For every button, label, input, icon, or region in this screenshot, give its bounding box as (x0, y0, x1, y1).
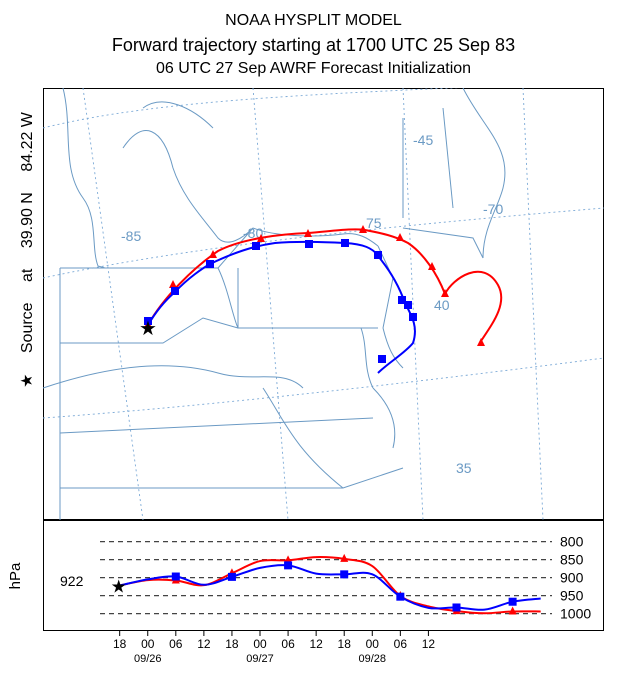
vprof-blue-marker (171, 572, 180, 581)
vprof-level-label: 950 (560, 588, 584, 604)
title-line-2: Forward trajectory starting at 1700 UTC … (111, 35, 516, 55)
title-line-3: 06 UTC 27 Sep AWRF Forecast Initializati… (155, 60, 472, 77)
vprof-time-label: 06 (281, 637, 295, 651)
blue-marker (341, 239, 349, 247)
lon-label-85: -85 (121, 228, 141, 244)
lat-label-40: 40 (434, 297, 450, 313)
vprof-time-label: 18 (338, 637, 352, 651)
red-marker (396, 233, 404, 241)
lon-label-45: -45 (413, 132, 433, 148)
vprof-series-line (119, 564, 541, 611)
lat-label-35: 35 (456, 460, 472, 476)
red-marker (359, 225, 367, 233)
trajectory-map: -85 -80 75 -70 -45 40 35 (43, 88, 604, 520)
vprof-date-label: 09/27 (246, 653, 274, 665)
vprof-level-label: 850 (560, 552, 584, 568)
vprof-red-marker (508, 606, 517, 615)
vprof-blue-marker (340, 570, 349, 579)
blue-marker (206, 260, 214, 268)
red-trajectory-line (147, 228, 503, 342)
state-boundaries (43, 88, 506, 520)
blue-marker (378, 355, 386, 363)
vprof-time-label: 00 (253, 637, 267, 651)
lon-label-80: -80 (243, 225, 263, 241)
source-star-icon: ★ (19, 373, 36, 388)
vprof-series-line (119, 556, 541, 615)
red-marker (441, 289, 449, 297)
vprof-blue-marker (227, 572, 236, 581)
source-lon: 84.22 W (19, 112, 36, 172)
vprof-time-label: 12 (422, 637, 436, 651)
vprof-level-label: 1000 (560, 606, 591, 622)
vprof-date-label: 09/28 (359, 653, 387, 665)
source-star-marker: ★ (139, 318, 157, 340)
source-at-label: at (19, 268, 36, 282)
blue-marker (171, 287, 179, 295)
vprof-start-level: 922 (60, 573, 84, 589)
vprof-time-label: 18 (225, 637, 239, 651)
red-marker (257, 234, 265, 242)
vprof-time-label: 06 (169, 637, 183, 651)
vprof-level-label: 900 (560, 570, 584, 586)
vprof-blue-marker (284, 561, 293, 570)
map-grid-labels: -85 -80 75 -70 -45 40 35 (121, 132, 503, 476)
vprof-time-label: 12 (197, 637, 211, 651)
red-marker (169, 280, 177, 288)
red-marker (304, 229, 312, 237)
lon-label-70: -70 (483, 201, 503, 217)
vprof-blue-marker (452, 603, 461, 612)
vprof-blue-marker (508, 597, 517, 606)
vertical-profile-chart: 800 850 900 950 1000 hPa 922 18 00 06 12 18 00 06 12 18… (7, 520, 604, 665)
source-side-label: ★ Source at 39.90 N 84.22 W (17, 104, 37, 396)
vprof-time-label: 12 (309, 637, 323, 651)
blue-marker (404, 301, 412, 309)
source-lat: 39.90 N (19, 192, 36, 249)
source-label: Source (19, 302, 36, 354)
title-line-1: NOAA HYSPLIT MODEL (225, 12, 402, 29)
trajectory-red (144, 225, 503, 346)
vprof-time-label: 18 (113, 637, 127, 651)
vprof-time-label: 00 (366, 637, 380, 651)
red-marker (209, 250, 217, 258)
lat-lon-grid (43, 88, 604, 520)
vprof-blue-marker (396, 592, 405, 601)
lon-label-75: 75 (366, 215, 382, 231)
map-frame (43, 88, 604, 520)
red-marker (428, 262, 436, 270)
blue-marker (252, 242, 260, 250)
blue-marker (305, 240, 313, 248)
vprof-date-label: 09/26 (134, 653, 162, 665)
vprof-red-marker (284, 555, 293, 564)
vprof-time-label: 06 (394, 637, 408, 651)
vprof-ylabel: hPa (7, 562, 24, 589)
blue-marker (144, 317, 152, 325)
blue-marker (409, 313, 417, 321)
vprof-source-star: ★ (111, 577, 127, 597)
vprof-red-marker (340, 553, 349, 562)
red-marker (477, 338, 485, 346)
trajectory-blue (144, 239, 417, 374)
vprof-time-label: 00 (141, 637, 155, 651)
blue-marker (398, 296, 406, 304)
vprof-level-label: 800 (560, 534, 584, 550)
blue-marker (374, 251, 382, 259)
